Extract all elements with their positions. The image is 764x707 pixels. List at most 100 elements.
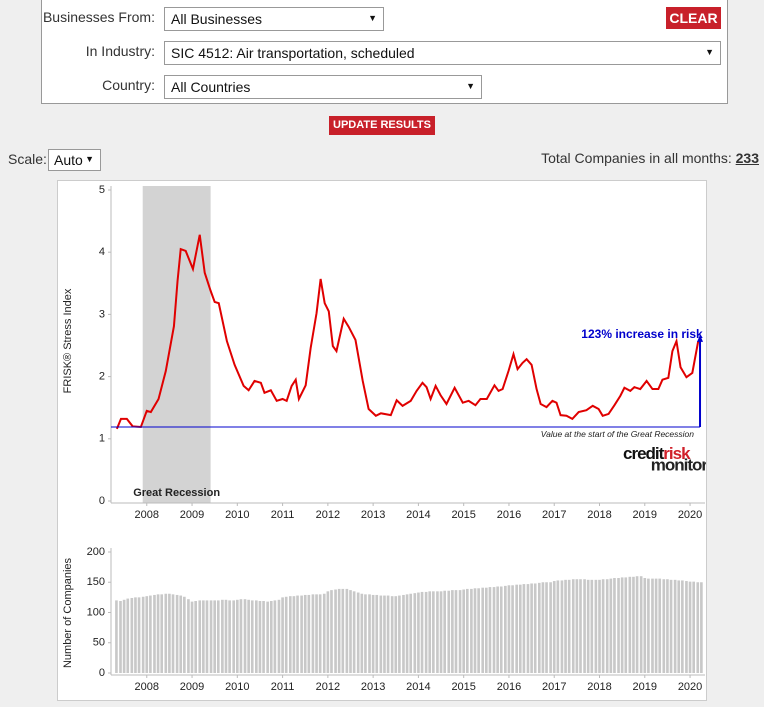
bar — [239, 599, 243, 673]
bar — [507, 585, 511, 673]
x-tick-label: 2010 — [225, 681, 249, 693]
bar — [345, 588, 349, 673]
bar — [134, 597, 137, 673]
bar — [255, 600, 258, 673]
bar — [549, 582, 552, 673]
bar — [428, 591, 432, 673]
country-select[interactable]: All Countries ▼ — [164, 75, 482, 99]
select-value: All Countries — [171, 79, 251, 95]
bar — [258, 601, 262, 673]
bar — [190, 601, 194, 673]
y-axis-label: Number of Companies — [62, 557, 74, 668]
x-tick-label: 2009 — [180, 681, 204, 693]
bar — [356, 592, 360, 673]
bar — [436, 591, 439, 673]
bar — [571, 579, 575, 673]
bar — [651, 578, 654, 673]
bar — [296, 595, 299, 673]
businesses-select[interactable]: All Businesses ▼ — [164, 7, 384, 31]
y-tick-label: 4 — [99, 246, 105, 258]
y-tick-label: 200 — [87, 546, 105, 558]
bar — [130, 597, 134, 673]
bar — [485, 587, 488, 673]
bar — [115, 600, 118, 673]
bar — [654, 578, 658, 673]
x-tick-label: 2018 — [587, 681, 611, 693]
total-link[interactable]: 233 — [735, 150, 759, 166]
bar — [318, 594, 322, 673]
bar — [126, 598, 130, 673]
bar — [567, 579, 571, 673]
bar — [477, 588, 480, 673]
bar — [669, 579, 673, 673]
bar — [594, 579, 598, 673]
total-companies: Total Companies in all months: 233 — [541, 150, 759, 166]
bar — [413, 593, 417, 673]
bar — [620, 577, 624, 673]
bar — [194, 601, 197, 673]
bar — [420, 591, 424, 673]
bar — [179, 595, 183, 673]
bar — [643, 578, 647, 673]
x-tick-label: 2020 — [678, 509, 702, 521]
bar — [647, 578, 650, 673]
bar — [371, 594, 375, 673]
x-tick-label: 2015 — [451, 681, 475, 693]
bar — [232, 600, 236, 673]
bar — [658, 578, 662, 673]
bar — [465, 588, 469, 673]
bar — [311, 594, 315, 673]
bar — [281, 597, 284, 673]
x-tick-label: 2010 — [225, 509, 249, 521]
logo-part: credit — [623, 444, 665, 463]
bar — [390, 596, 394, 673]
bar — [439, 591, 443, 673]
x-tick-label: 2019 — [633, 509, 657, 521]
y-tick-label: 0 — [99, 667, 105, 679]
bar — [307, 594, 311, 673]
bar — [141, 596, 145, 673]
bar — [617, 578, 620, 673]
bar — [303, 594, 307, 673]
scale-select[interactable]: Auto ▼ — [48, 149, 101, 171]
field-label: In Industry: — [85, 43, 155, 59]
bar — [221, 599, 224, 673]
bar — [168, 593, 171, 673]
update-button[interactable]: UPDATE RESULTS — [329, 116, 435, 135]
bar — [349, 590, 352, 673]
bar — [432, 591, 435, 673]
bar — [579, 579, 582, 673]
bar — [470, 588, 473, 673]
select-value: SIC 4512: Air transportation, scheduled — [171, 45, 415, 61]
x-tick-label: 2017 — [542, 509, 566, 521]
bar — [541, 582, 545, 673]
bar — [417, 592, 420, 673]
bar — [156, 594, 160, 673]
scale-label: Scale: — [8, 151, 47, 167]
bar — [613, 578, 616, 673]
bar — [216, 600, 220, 673]
bar — [153, 594, 156, 673]
bar — [552, 581, 556, 673]
x-tick-label: 2014 — [406, 509, 430, 521]
bar — [198, 600, 202, 673]
bar — [533, 583, 537, 673]
clear-button[interactable]: CLEAR — [666, 7, 721, 29]
x-tick-label: 2009 — [180, 509, 204, 521]
bar — [560, 580, 564, 673]
bar — [334, 589, 337, 673]
arrow-head — [697, 334, 704, 342]
bar — [224, 599, 228, 673]
bar — [688, 581, 692, 673]
bar — [269, 601, 273, 673]
bar — [379, 595, 383, 673]
bar — [673, 579, 677, 673]
bar — [511, 585, 514, 673]
x-tick-label: 2013 — [361, 509, 385, 521]
industry-select[interactable]: SIC 4512: Air transportation, scheduled ▼ — [164, 41, 721, 65]
bar — [696, 582, 700, 673]
select-value: All Businesses — [171, 11, 263, 27]
x-tick-label: 2016 — [497, 509, 521, 521]
bar — [122, 599, 126, 673]
